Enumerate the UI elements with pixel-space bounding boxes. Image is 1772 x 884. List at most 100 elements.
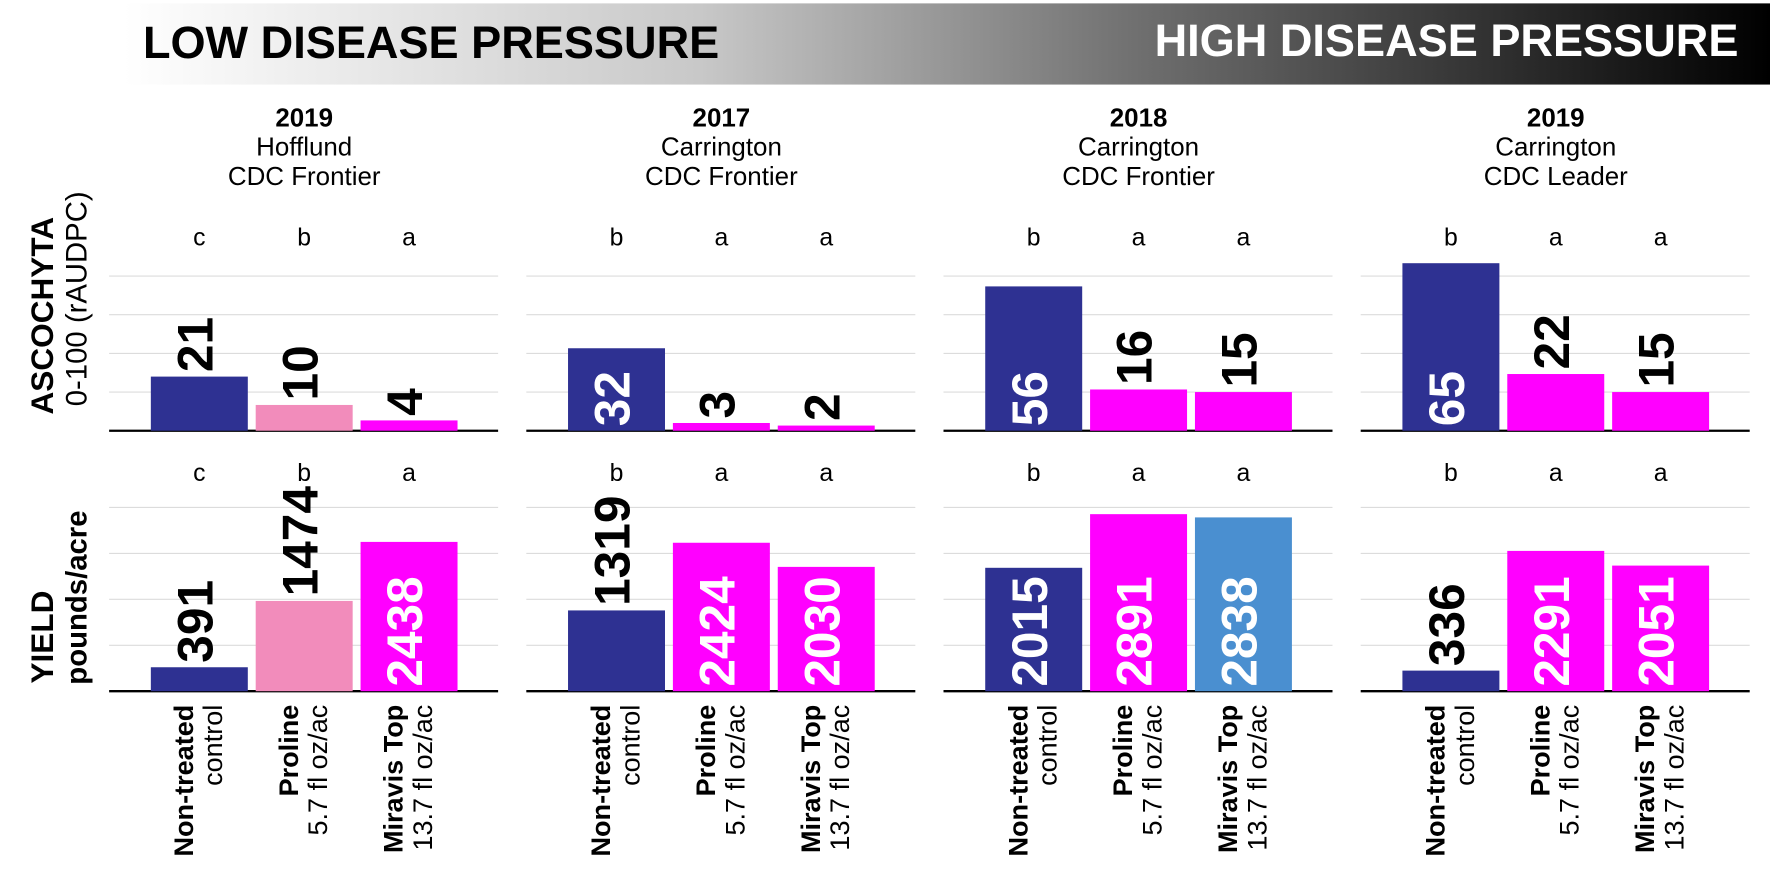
- x-tick-note: 5.7 fl oz/ac: [720, 705, 750, 836]
- x-tick-label: Non-treated: [1003, 705, 1033, 857]
- panel-year: 2018: [1110, 104, 1168, 132]
- significance-letter: b: [610, 225, 624, 252]
- x-tick-label: Proline: [1525, 705, 1555, 797]
- significance-letter: b: [610, 460, 624, 487]
- value-label: 391: [167, 580, 223, 663]
- bar: [150, 667, 248, 692]
- significance-letter: a: [1237, 460, 1251, 487]
- significance-letter: a: [819, 225, 833, 252]
- significance-letter: a: [1132, 225, 1146, 252]
- value-label: 336: [1419, 583, 1475, 666]
- bar: [360, 541, 458, 692]
- x-tick-label: Non-treated: [1421, 705, 1451, 857]
- x-tick-label: Non-treated: [586, 705, 616, 857]
- value-label: 22: [1524, 314, 1580, 369]
- value-label: 2: [794, 393, 850, 421]
- bar: [1194, 517, 1292, 692]
- significance-letter: a: [1549, 225, 1563, 252]
- panel-cultivar: CDC Frontier: [1062, 163, 1215, 191]
- value-label: 32: [585, 371, 641, 426]
- bar: [1090, 389, 1188, 431]
- panel-location: Carrington: [1495, 134, 1616, 162]
- panel-location: Hofflund: [256, 134, 352, 162]
- significance-letter: b: [297, 460, 311, 487]
- panel-year: 2019: [1527, 104, 1585, 132]
- x-tick-note: 13.7 fl oz/ac: [408, 705, 438, 851]
- x-tick-label: Proline: [274, 705, 304, 797]
- value-label: 65: [1419, 371, 1475, 426]
- significance-letter: a: [1654, 225, 1668, 252]
- banner-left: LOW DISEASE PRESSURE: [143, 17, 719, 68]
- panel-year: 2017: [693, 104, 751, 132]
- x-tick-note: 13.7 fl oz/ac: [1242, 705, 1272, 851]
- significance-letter: a: [1654, 460, 1668, 487]
- x-tick-note: 13.7 fl oz/ac: [1660, 705, 1690, 851]
- bar: [150, 376, 248, 431]
- significance-letter: a: [1549, 460, 1563, 487]
- bar: [1507, 374, 1605, 431]
- significance-letter: a: [819, 460, 833, 487]
- x-tick-note: control: [615, 705, 645, 786]
- value-label: 10: [272, 345, 328, 400]
- significance-letter: b: [1027, 460, 1041, 487]
- value-label: 16: [1107, 330, 1163, 385]
- value-label: 3: [689, 391, 745, 419]
- x-tick-label: Proline: [1108, 705, 1138, 797]
- x-tick-label: Miravis Top: [796, 705, 826, 853]
- bar: [985, 286, 1083, 431]
- value-label: 2030: [794, 576, 850, 686]
- panel-location: Carrington: [1078, 134, 1199, 162]
- bar: [1090, 514, 1188, 692]
- bar: [1194, 392, 1292, 431]
- x-tick-note: control: [198, 705, 228, 786]
- bar: [1402, 263, 1500, 431]
- value-label: 1474: [272, 486, 328, 597]
- significance-letter: a: [402, 460, 416, 487]
- value-label: 15: [1212, 332, 1268, 387]
- panel-cultivar: CDC Leader: [1484, 163, 1628, 191]
- panel-cultivar: CDC Frontier: [645, 163, 798, 191]
- bar: [1402, 670, 1500, 692]
- significance-letter: a: [1237, 225, 1251, 252]
- banner-right: HIGH DISEASE PRESSURE: [1155, 15, 1739, 66]
- bar: [1612, 392, 1710, 431]
- value-label: 2424: [689, 576, 745, 687]
- bar: [568, 348, 665, 431]
- significance-letter: c: [193, 225, 205, 252]
- value-label: 1319: [585, 496, 641, 606]
- x-tick-note: 5.7 fl oz/ac: [303, 705, 333, 836]
- significance-letter: a: [714, 460, 728, 487]
- row-sublabel: pounds/acre: [60, 511, 93, 685]
- significance-letter: b: [1027, 225, 1041, 252]
- value-label: 2291: [1524, 576, 1580, 686]
- x-tick-note: 5.7 fl oz/ac: [1137, 705, 1167, 836]
- row-label: YIELD: [24, 591, 60, 684]
- x-tick-note: 5.7 fl oz/ac: [1555, 705, 1585, 836]
- significance-letter: a: [1132, 460, 1146, 487]
- value-label: 2438: [377, 576, 433, 686]
- bar: [1507, 550, 1605, 692]
- x-tick-label: Miravis Top: [1630, 705, 1660, 853]
- significance-letter: b: [1444, 225, 1458, 252]
- significance-letter: b: [297, 225, 311, 252]
- x-tick-note: control: [1450, 705, 1480, 786]
- value-label: 2051: [1629, 576, 1685, 686]
- value-label: 15: [1629, 332, 1685, 387]
- bar: [255, 404, 353, 431]
- bar: [672, 542, 770, 692]
- value-label: 2891: [1107, 576, 1163, 686]
- value-label: 2838: [1212, 576, 1268, 686]
- significance-letter: c: [193, 460, 205, 487]
- bar: [985, 567, 1083, 692]
- x-tick-label: Miravis Top: [379, 705, 409, 853]
- x-tick-label: Proline: [691, 705, 721, 797]
- panel-year: 2019: [275, 104, 333, 132]
- bar: [568, 610, 665, 692]
- significance-letter: b: [1444, 460, 1458, 487]
- bar: [360, 420, 458, 431]
- value-label: 2015: [1002, 576, 1058, 686]
- significance-letter: a: [714, 225, 728, 252]
- bar: [255, 600, 353, 692]
